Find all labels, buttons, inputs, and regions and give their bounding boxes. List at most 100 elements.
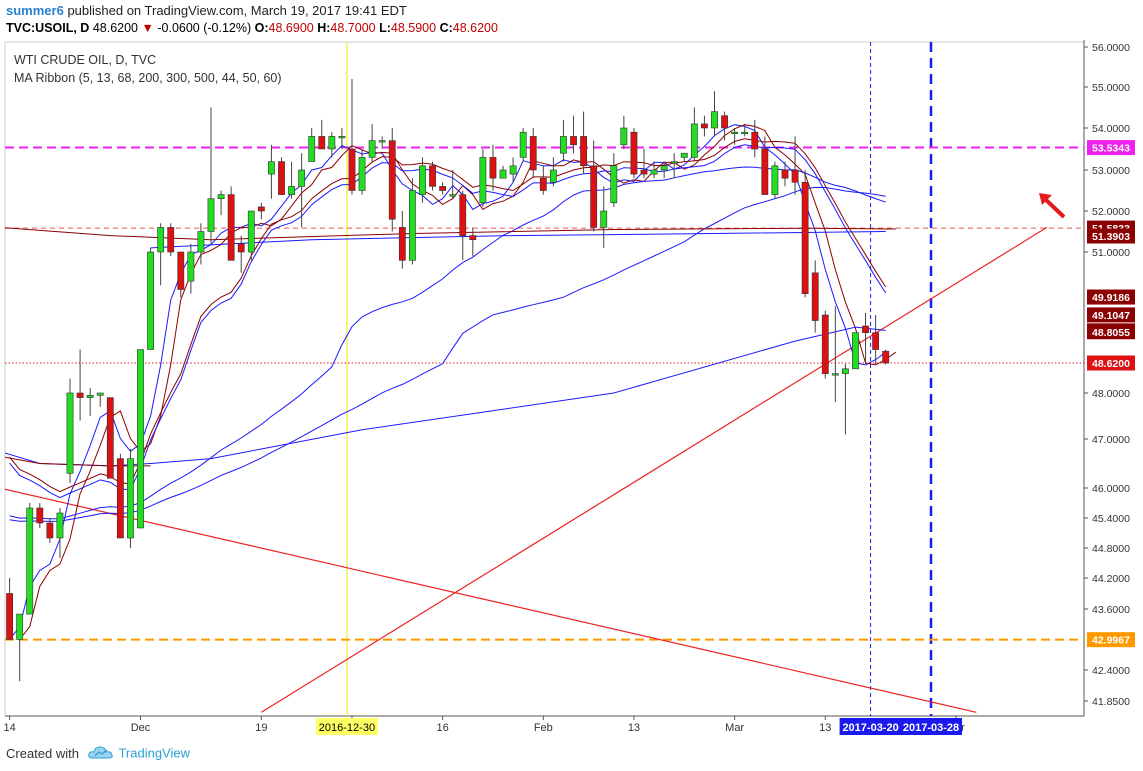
candle-up — [560, 136, 567, 154]
candle — [408, 178, 416, 265]
author-name[interactable]: summer6 — [6, 3, 64, 18]
candle-down — [36, 507, 44, 524]
candle-up — [26, 507, 34, 615]
candle-down — [469, 235, 477, 241]
candle-down — [6, 593, 13, 640]
candle-up — [680, 152, 688, 158]
price-label-text: 48.8055 — [1092, 327, 1130, 339]
created-with: Created with — [6, 746, 79, 761]
candle-up — [368, 140, 376, 158]
candle-down — [429, 165, 436, 187]
candle-down — [348, 148, 356, 191]
price-label-42.9967: 42.9967 — [1087, 632, 1135, 648]
candle-down — [791, 169, 799, 183]
candle — [600, 186, 608, 248]
candle — [670, 153, 678, 179]
candle-up — [690, 123, 698, 158]
candle-down — [811, 272, 819, 321]
candle — [509, 157, 517, 183]
candle-down — [529, 136, 537, 171]
x-tick-label: Mar — [725, 722, 744, 734]
candle — [419, 157, 426, 203]
candle — [116, 453, 124, 539]
candle — [348, 79, 356, 195]
candle — [821, 310, 829, 379]
candle-up — [197, 231, 205, 253]
candle — [549, 157, 557, 187]
price-label-48.8055: 48.8055 — [1087, 324, 1135, 340]
open-value: 48.6900 — [268, 21, 314, 35]
chart-title: WTI CRUDE OIL, D, TVC — [14, 53, 156, 67]
candle-down — [257, 206, 265, 212]
arrow-shaft — [1042, 196, 1066, 219]
candle — [278, 157, 285, 195]
y-tick-label: 53.0000 — [1092, 165, 1130, 177]
candle-down — [882, 350, 890, 364]
price-label-text: 42.9967 — [1092, 635, 1130, 647]
highlight-date-label: 2016-12-30 — [315, 718, 378, 735]
candle-down — [459, 194, 467, 236]
future-date-box — [839, 718, 902, 735]
candle — [771, 161, 779, 199]
candle — [157, 223, 165, 286]
candle — [560, 119, 567, 162]
candle — [429, 161, 436, 191]
change: -0.0600 (-0.12%) — [157, 21, 252, 35]
x-tick-label: Feb — [534, 722, 553, 734]
ma-5-offset — [19, 124, 896, 640]
x-tick-label: 19 — [255, 722, 267, 734]
candle-up — [338, 136, 346, 139]
price-chart[interactable]: WTI CRUDE OIL, D, TVC MA Ribbon (5, 13, 6… — [0, 40, 1143, 736]
indicator-label: MA Ribbon (5, 13, 68, 200, 300, 500, 44,… — [14, 71, 282, 85]
candle-up — [660, 165, 668, 171]
y-tick-label: 48.0000 — [1092, 388, 1130, 400]
candle — [338, 128, 346, 149]
y-tick-label: 44.8000 — [1092, 543, 1130, 555]
candle — [378, 136, 386, 149]
y-tick-label: 51.0000 — [1092, 247, 1130, 259]
candle-down — [872, 332, 880, 350]
candle — [519, 128, 527, 162]
candle — [721, 111, 728, 141]
candle — [308, 128, 316, 162]
candle — [882, 349, 890, 365]
candle-up — [479, 157, 487, 204]
y-tick-label: 42.4000 — [1092, 665, 1130, 677]
candle — [852, 332, 859, 370]
candle-down — [439, 186, 447, 191]
future-date-label-2017-03-20: 2017-03-20 — [839, 718, 902, 735]
candle-up — [620, 127, 628, 146]
candle-down — [167, 227, 175, 253]
candle — [147, 247, 154, 350]
candle — [811, 260, 819, 333]
candle-up — [842, 368, 849, 374]
candle-down — [761, 148, 769, 195]
y-tick-label: 54.0000 — [1092, 123, 1130, 135]
candle-down — [701, 123, 708, 129]
candle-up — [499, 169, 507, 179]
price-label-51.3903: 51.3903 — [1087, 228, 1135, 244]
price-label-box — [1087, 228, 1135, 244]
candle — [388, 128, 396, 232]
tradingview-logo[interactable]: TradingView — [88, 744, 190, 762]
candle-down — [278, 161, 285, 195]
high-label: H: — [317, 21, 331, 35]
ma-13 — [9, 144, 887, 499]
price-label-text: 49.1047 — [1092, 310, 1130, 322]
ma-68 — [9, 186, 886, 522]
candle — [580, 111, 587, 175]
candle-down — [46, 522, 54, 539]
candle-up — [449, 194, 457, 197]
candle-up — [147, 251, 154, 350]
candle-down — [862, 325, 869, 333]
candle — [268, 144, 275, 199]
candle-down — [751, 131, 759, 150]
price-label-box — [1087, 632, 1135, 648]
candle-down — [570, 136, 577, 146]
candle — [831, 306, 839, 403]
close-label: C: — [439, 21, 453, 35]
price-label-box — [1087, 355, 1135, 371]
candle-down — [580, 136, 587, 167]
candle — [449, 170, 457, 199]
candle-up — [711, 111, 718, 129]
